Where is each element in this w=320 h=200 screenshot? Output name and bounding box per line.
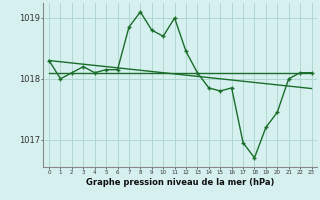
X-axis label: Graphe pression niveau de la mer (hPa): Graphe pression niveau de la mer (hPa) xyxy=(86,178,275,187)
